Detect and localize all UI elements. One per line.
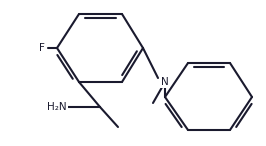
Text: F: F <box>39 43 45 53</box>
Text: N: N <box>161 77 169 87</box>
Text: H₂N: H₂N <box>47 102 67 112</box>
